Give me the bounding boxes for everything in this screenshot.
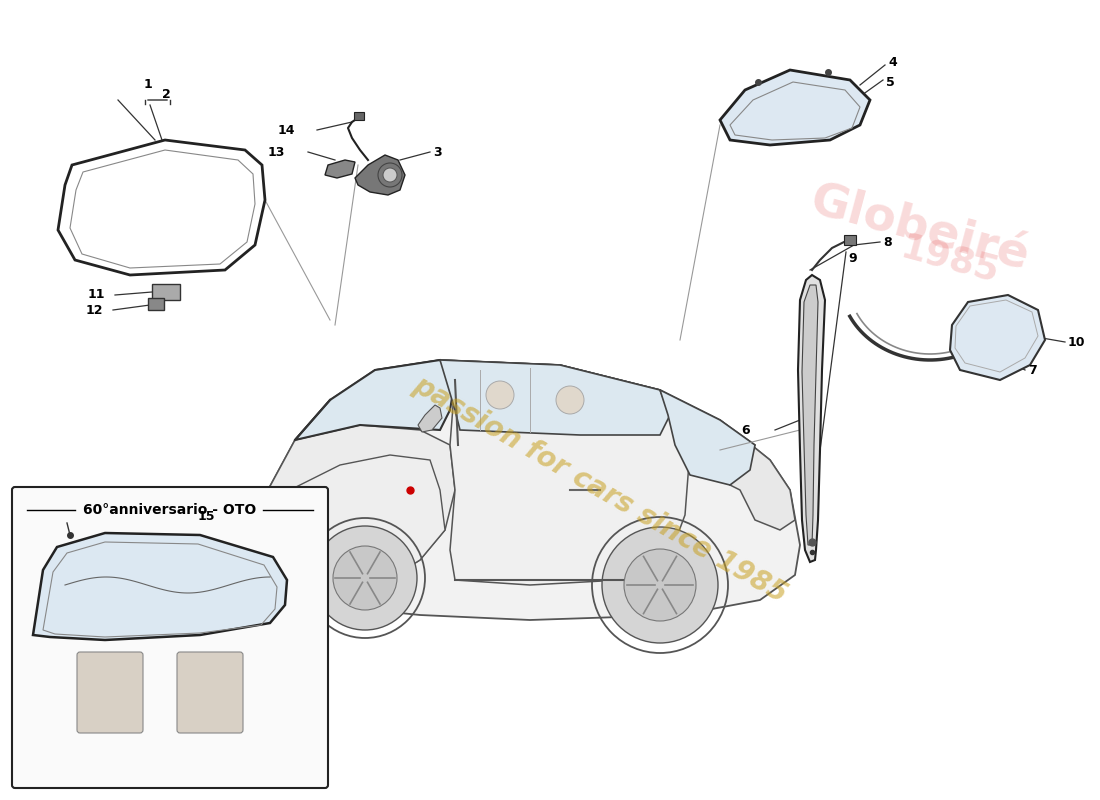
FancyBboxPatch shape xyxy=(12,487,328,788)
Polygon shape xyxy=(418,405,442,432)
Text: 6: 6 xyxy=(741,423,750,437)
Polygon shape xyxy=(660,390,755,485)
Text: 7: 7 xyxy=(1028,363,1036,377)
Text: 15: 15 xyxy=(198,510,216,523)
Text: 10: 10 xyxy=(1068,335,1086,349)
Polygon shape xyxy=(324,160,355,178)
Polygon shape xyxy=(798,275,825,562)
FancyBboxPatch shape xyxy=(148,298,164,310)
Text: 4: 4 xyxy=(888,55,896,69)
Polygon shape xyxy=(720,70,870,145)
Polygon shape xyxy=(440,360,670,435)
FancyBboxPatch shape xyxy=(77,652,143,733)
Circle shape xyxy=(602,527,718,643)
Text: Globeiré: Globeiré xyxy=(805,179,1034,281)
Text: 60°anniversario - OTO: 60°anniversario - OTO xyxy=(84,503,256,517)
Polygon shape xyxy=(355,155,405,195)
Text: 13: 13 xyxy=(267,146,285,158)
Polygon shape xyxy=(295,360,455,440)
FancyBboxPatch shape xyxy=(844,235,856,245)
Text: 5: 5 xyxy=(886,75,894,89)
Text: 1: 1 xyxy=(144,78,153,91)
Polygon shape xyxy=(262,455,446,605)
Circle shape xyxy=(314,526,417,630)
Polygon shape xyxy=(440,360,690,585)
Text: passion for cars since 1985: passion for cars since 1985 xyxy=(408,371,792,609)
Text: 2: 2 xyxy=(162,89,170,102)
Polygon shape xyxy=(258,360,800,620)
Circle shape xyxy=(383,168,397,182)
Polygon shape xyxy=(258,425,455,600)
Text: 11: 11 xyxy=(88,289,106,302)
Circle shape xyxy=(624,549,696,621)
Text: 8: 8 xyxy=(883,235,892,249)
FancyBboxPatch shape xyxy=(354,112,364,120)
Circle shape xyxy=(486,381,514,409)
Polygon shape xyxy=(33,533,287,640)
Text: 14: 14 xyxy=(277,123,295,137)
Polygon shape xyxy=(802,285,818,545)
FancyBboxPatch shape xyxy=(177,652,243,733)
Polygon shape xyxy=(950,295,1045,380)
Circle shape xyxy=(333,546,397,610)
Polygon shape xyxy=(375,360,660,405)
Circle shape xyxy=(556,386,584,414)
Text: 1985: 1985 xyxy=(896,230,1003,290)
FancyBboxPatch shape xyxy=(152,284,180,300)
Text: 12: 12 xyxy=(86,303,103,317)
Text: 3: 3 xyxy=(433,146,441,158)
Text: 9: 9 xyxy=(848,251,857,265)
Polygon shape xyxy=(720,420,795,530)
